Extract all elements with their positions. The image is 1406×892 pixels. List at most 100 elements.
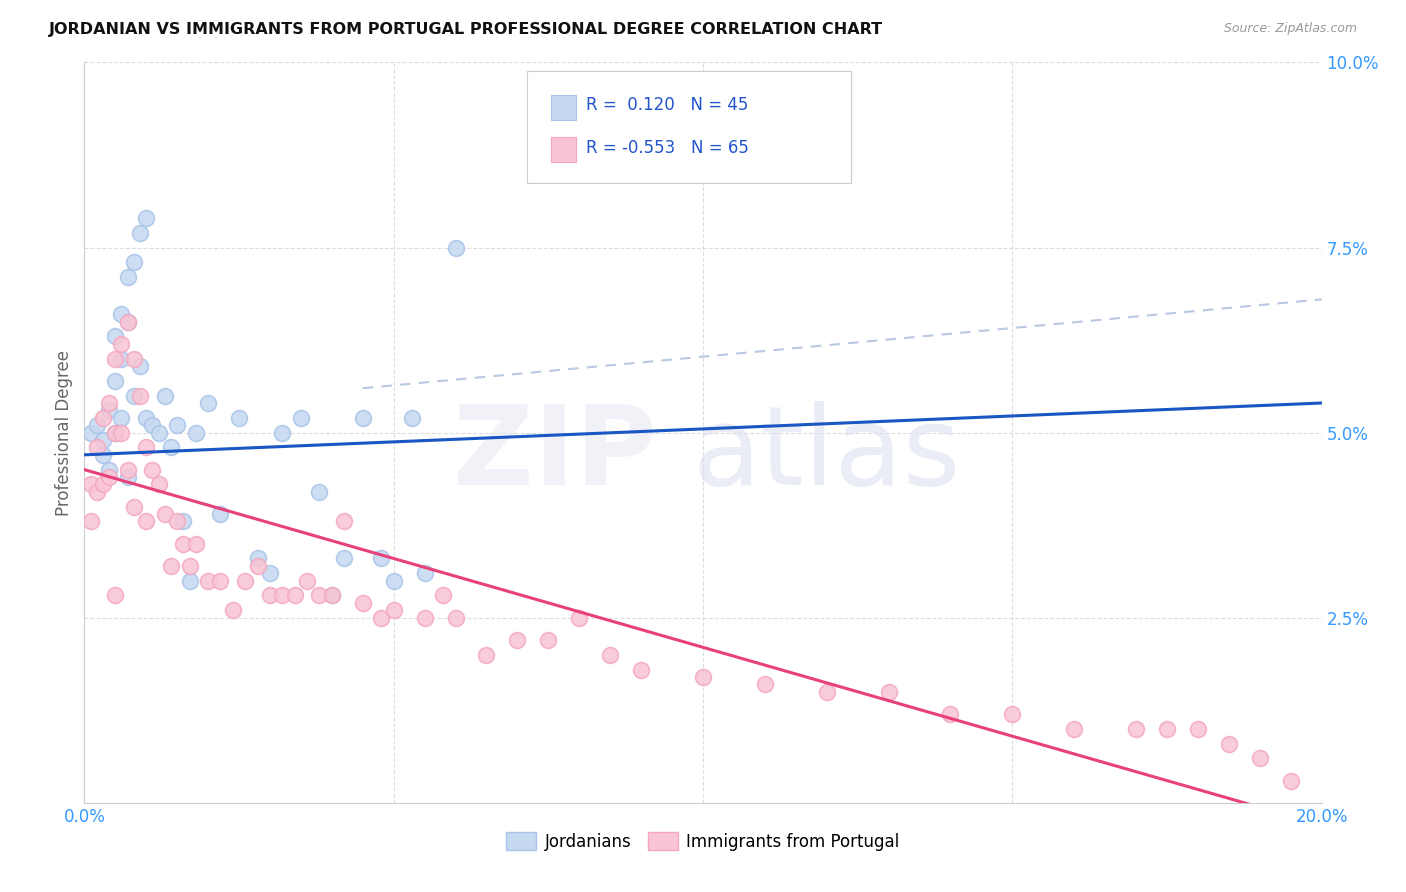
Point bbox=[271, 425, 294, 440]
Point bbox=[166, 515, 188, 529]
Point bbox=[160, 558, 183, 573]
Point bbox=[537, 632, 560, 647]
Point bbox=[209, 507, 232, 521]
Legend: Jordanians, Immigrants from Portugal: Jordanians, Immigrants from Portugal bbox=[499, 825, 907, 857]
Point bbox=[444, 240, 467, 255]
Point bbox=[308, 589, 330, 603]
Y-axis label: Professional Degree: Professional Degree bbox=[55, 350, 73, 516]
Point bbox=[599, 648, 621, 662]
Point bbox=[197, 396, 219, 410]
Point bbox=[160, 441, 183, 455]
Point bbox=[172, 515, 194, 529]
Point bbox=[129, 388, 152, 402]
Point bbox=[1249, 751, 1271, 765]
Point bbox=[290, 410, 312, 425]
Point bbox=[104, 351, 127, 366]
Point bbox=[179, 574, 201, 588]
Point bbox=[91, 433, 114, 447]
Point bbox=[141, 462, 163, 476]
Point bbox=[86, 484, 108, 499]
Point bbox=[135, 441, 157, 455]
Point bbox=[475, 648, 498, 662]
Point bbox=[506, 632, 529, 647]
Point bbox=[352, 410, 374, 425]
Point bbox=[568, 610, 591, 624]
Point bbox=[110, 425, 132, 440]
Point bbox=[370, 551, 392, 566]
Point bbox=[333, 551, 356, 566]
Point bbox=[352, 596, 374, 610]
Point bbox=[413, 610, 436, 624]
Point bbox=[333, 515, 356, 529]
Point bbox=[228, 410, 250, 425]
Point bbox=[129, 359, 152, 373]
Point bbox=[382, 603, 405, 617]
Point bbox=[1156, 722, 1178, 736]
Point bbox=[184, 425, 207, 440]
Point bbox=[295, 574, 318, 588]
Point bbox=[197, 574, 219, 588]
Point bbox=[122, 255, 145, 269]
Point bbox=[117, 470, 139, 484]
Point bbox=[284, 589, 307, 603]
Point bbox=[117, 462, 139, 476]
Point bbox=[401, 410, 423, 425]
Text: atlas: atlas bbox=[693, 401, 960, 508]
Point bbox=[129, 226, 152, 240]
Point bbox=[122, 388, 145, 402]
Point bbox=[321, 589, 343, 603]
Text: R =  0.120   N = 45: R = 0.120 N = 45 bbox=[586, 96, 748, 114]
Point bbox=[153, 507, 176, 521]
Point bbox=[141, 418, 163, 433]
Point bbox=[79, 425, 101, 440]
Point bbox=[110, 410, 132, 425]
Point bbox=[1279, 773, 1302, 788]
Point bbox=[148, 425, 170, 440]
Point bbox=[209, 574, 232, 588]
Point bbox=[98, 462, 121, 476]
Point bbox=[432, 589, 454, 603]
Point bbox=[754, 677, 776, 691]
Point bbox=[222, 603, 245, 617]
Point bbox=[104, 425, 127, 440]
Point bbox=[259, 589, 281, 603]
Point bbox=[110, 351, 132, 366]
Point bbox=[939, 706, 962, 721]
Point bbox=[308, 484, 330, 499]
Point bbox=[413, 566, 436, 581]
Point bbox=[110, 307, 132, 321]
Point bbox=[117, 314, 139, 328]
Point bbox=[86, 418, 108, 433]
Point bbox=[135, 410, 157, 425]
Text: JORDANIAN VS IMMIGRANTS FROM PORTUGAL PROFESSIONAL DEGREE CORRELATION CHART: JORDANIAN VS IMMIGRANTS FROM PORTUGAL PR… bbox=[49, 22, 883, 37]
Point bbox=[382, 574, 405, 588]
Point bbox=[184, 536, 207, 550]
Point bbox=[104, 329, 127, 343]
Point bbox=[444, 610, 467, 624]
Point bbox=[104, 589, 127, 603]
Point bbox=[877, 685, 900, 699]
Point bbox=[1218, 737, 1240, 751]
Point bbox=[692, 670, 714, 684]
Point bbox=[259, 566, 281, 581]
Point bbox=[122, 500, 145, 514]
Point bbox=[135, 211, 157, 225]
Point bbox=[815, 685, 838, 699]
Text: R = -0.553   N = 65: R = -0.553 N = 65 bbox=[586, 139, 749, 157]
Point bbox=[79, 515, 101, 529]
Point bbox=[86, 441, 108, 455]
Point bbox=[153, 388, 176, 402]
Point bbox=[98, 403, 121, 417]
Point bbox=[91, 477, 114, 491]
Point bbox=[117, 314, 139, 328]
Point bbox=[91, 448, 114, 462]
Point bbox=[122, 351, 145, 366]
Point bbox=[1187, 722, 1209, 736]
Point bbox=[1063, 722, 1085, 736]
Point bbox=[91, 410, 114, 425]
Text: Source: ZipAtlas.com: Source: ZipAtlas.com bbox=[1223, 22, 1357, 36]
Point bbox=[370, 610, 392, 624]
Point bbox=[104, 374, 127, 388]
Point bbox=[117, 270, 139, 285]
Point bbox=[246, 551, 269, 566]
